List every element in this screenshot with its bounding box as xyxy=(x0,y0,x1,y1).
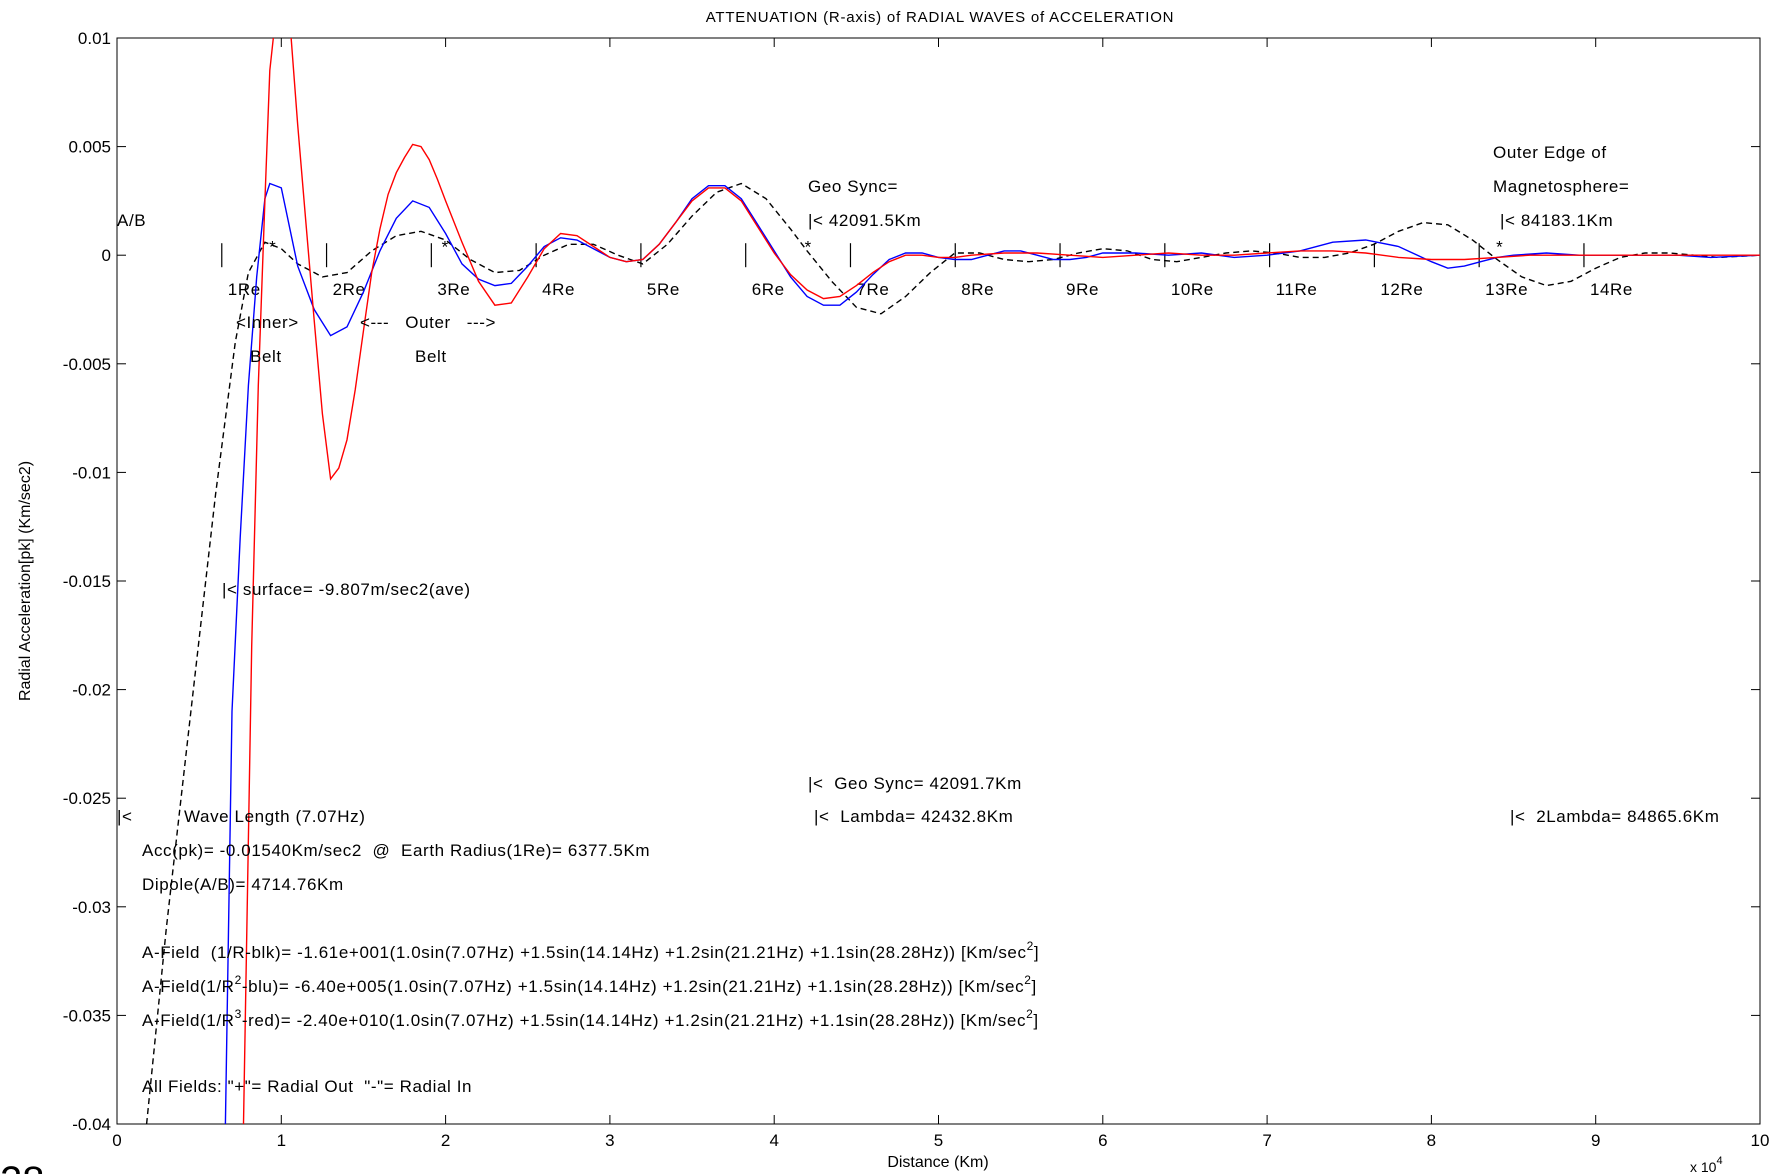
field-red-close: ] xyxy=(1033,1011,1038,1030)
field-red-annotation: A-Field(1/R3-red)= -2.40e+010(1.0sin(7.0… xyxy=(142,1007,1039,1030)
dipole-annotation: Dipole(A/B)= 4714.76Km xyxy=(142,875,344,894)
x-tick-label: 10 xyxy=(1751,1131,1770,1150)
wave-length-bar: |< xyxy=(117,807,133,826)
series-line-1 xyxy=(224,182,1760,1124)
re-marker-label: 11Re xyxy=(1276,280,1318,299)
surface-annotation: |< surface= -9.807m/sec2(ave) xyxy=(222,580,471,599)
y-tick-label: -0.005 xyxy=(63,355,111,374)
outer-edge-line-1: Outer Edge of xyxy=(1493,143,1607,162)
inner-belt-line-1: <Inner> xyxy=(236,313,299,332)
field-blu-annotation: A-Field(1/R2-blu)= -6.40e+005(1.0sin(7.0… xyxy=(142,973,1037,996)
star-marker: * xyxy=(1496,238,1503,257)
lambda-annotation: |< Lambda= 42432.8Km xyxy=(814,807,1013,826)
star-layer: * * * * xyxy=(269,238,1503,257)
field-blu-sup-unit: 2 xyxy=(1024,973,1031,987)
series-layer xyxy=(145,38,1760,1124)
field-red-text-a: A-Field(1/R xyxy=(142,1011,235,1030)
y-tick-label: 0.005 xyxy=(68,138,111,157)
annotations: A/B Geo Sync= |< 42091.5Km Outer Edge of… xyxy=(117,143,1719,1096)
y-tick-label: -0.025 xyxy=(63,789,111,808)
outer-belt-line-1: <--- Outer ---> xyxy=(360,313,496,332)
re-marker-label: 13Re xyxy=(1485,280,1528,299)
x-tick-label: 3 xyxy=(605,1131,614,1150)
series-line-2 xyxy=(242,38,1760,1124)
re-marker-label: 12Re xyxy=(1380,280,1423,299)
y-tick-label: -0.015 xyxy=(63,572,111,591)
star-marker: * xyxy=(442,238,449,257)
re-marker-label: 14Re xyxy=(1590,280,1633,299)
re-marker-label: 7Re xyxy=(856,280,889,299)
re-marker-label: 3Re xyxy=(437,280,470,299)
star-marker: * xyxy=(269,238,276,257)
wave-length-label: Wave Length (7.07Hz) xyxy=(184,807,365,826)
x-tick-label: 1 xyxy=(277,1131,286,1150)
ticks-layer: 0 1 2 3 4 5 6 7 8 9 10 0.01 0.005 0 -0.005 -0.01 -0.015 -… xyxy=(63,29,1770,1150)
field-red-sup-unit: 2 xyxy=(1026,1007,1033,1021)
y-tick-label: 0.01 xyxy=(78,29,111,48)
page-number-fragment: 28 xyxy=(0,1159,45,1174)
outer-edge-line-2: Magnetosphere= xyxy=(1493,177,1629,196)
x-multiplier: x 104 xyxy=(1690,1155,1723,1174)
x-tick-label: 0 xyxy=(112,1131,121,1150)
all-fields-annotation: All Fields: "+"= Radial Out "-"= Radial … xyxy=(142,1077,472,1096)
x-tick-label: 2 xyxy=(441,1131,450,1150)
field-blu-text-b: -blu)= -6.40e+005(1.0sin(7.07Hz) +1.5sin… xyxy=(242,977,1024,996)
field-blu-sup-r: 2 xyxy=(235,973,242,987)
re-marker-label: 2Re xyxy=(333,280,366,299)
field-blk-text: A-Field (1/R-blk)= -1.61e+001(1.0sin(7.0… xyxy=(142,943,1027,962)
re-marker-label: 9Re xyxy=(1066,280,1099,299)
re-marker-label: 8Re xyxy=(961,280,994,299)
field-blu-close: ] xyxy=(1031,977,1036,996)
re-marker-label: 1Re xyxy=(228,280,261,299)
field-blk-close: ] xyxy=(1034,943,1039,962)
ab-label: A/B xyxy=(117,211,146,230)
re-markers-layer: 1Re 2Re 3Re 4Re 5Re 6Re 7Re 8Re 9Re 10Re 11Re 12Re 1… xyxy=(221,243,1633,299)
x-tick-label: 8 xyxy=(1427,1131,1436,1150)
outer-edge-value: |< 84183.1Km xyxy=(1500,211,1613,230)
geo-sync-title: Geo Sync= xyxy=(808,177,898,196)
x-tick-label: 5 xyxy=(934,1131,943,1150)
chart-title: ATTENUATION (R-axis) of RADIAL WAVES of … xyxy=(706,9,1175,26)
y-tick-label: -0.03 xyxy=(72,898,111,917)
y-tick-label: -0.01 xyxy=(72,463,111,482)
re-marker-label: 6Re xyxy=(752,280,785,299)
re-marker-label: 5Re xyxy=(647,280,680,299)
field-blk-annotation: A-Field (1/R-blk)= -1.61e+001(1.0sin(7.0… xyxy=(142,939,1039,962)
x-tick-label: 6 xyxy=(1098,1131,1107,1150)
field-blk-sup: 2 xyxy=(1027,939,1034,953)
re-marker-label: 10Re xyxy=(1171,280,1214,299)
geo-sync-value: |< 42091.5Km xyxy=(808,211,921,230)
re-marker-label: 4Re xyxy=(542,280,575,299)
x-multiplier-exponent: 4 xyxy=(1716,1155,1722,1167)
y-tick-label: -0.035 xyxy=(63,1006,111,1025)
inner-belt-line-2: Belt xyxy=(250,347,282,366)
x-axis-label: Distance (Km) xyxy=(887,1154,988,1171)
acc-pk-annotation: Acc(pk)= -0.01540Km/sec2 @ Earth Radius(… xyxy=(142,841,650,860)
x-multiplier-base: x 10 xyxy=(1690,1159,1717,1174)
y-axis-label: Radial Acceleration[pk] (Km/sec2) xyxy=(17,461,34,701)
star-marker: * xyxy=(805,238,812,257)
two-lambda-annotation: |< 2Lambda= 84865.6Km xyxy=(1510,807,1719,826)
y-tick-label: -0.04 xyxy=(72,1115,111,1134)
x-tick-label: 4 xyxy=(769,1131,778,1150)
x-tick-label: 7 xyxy=(1262,1131,1271,1150)
field-red-sup-r: 3 xyxy=(235,1007,242,1021)
y-tick-label: 0 xyxy=(102,246,111,265)
y-tick-label: -0.02 xyxy=(72,681,111,700)
x-tick-label: 9 xyxy=(1591,1131,1600,1150)
field-red-text-b: -red)= -2.40e+010(1.0sin(7.07Hz) +1.5sin… xyxy=(242,1011,1026,1030)
outer-belt-line-2: Belt xyxy=(415,347,447,366)
geo-sync-second: |< Geo Sync= 42091.7Km xyxy=(808,774,1022,793)
field-blu-text-a: A-Field(1/R xyxy=(142,977,235,996)
